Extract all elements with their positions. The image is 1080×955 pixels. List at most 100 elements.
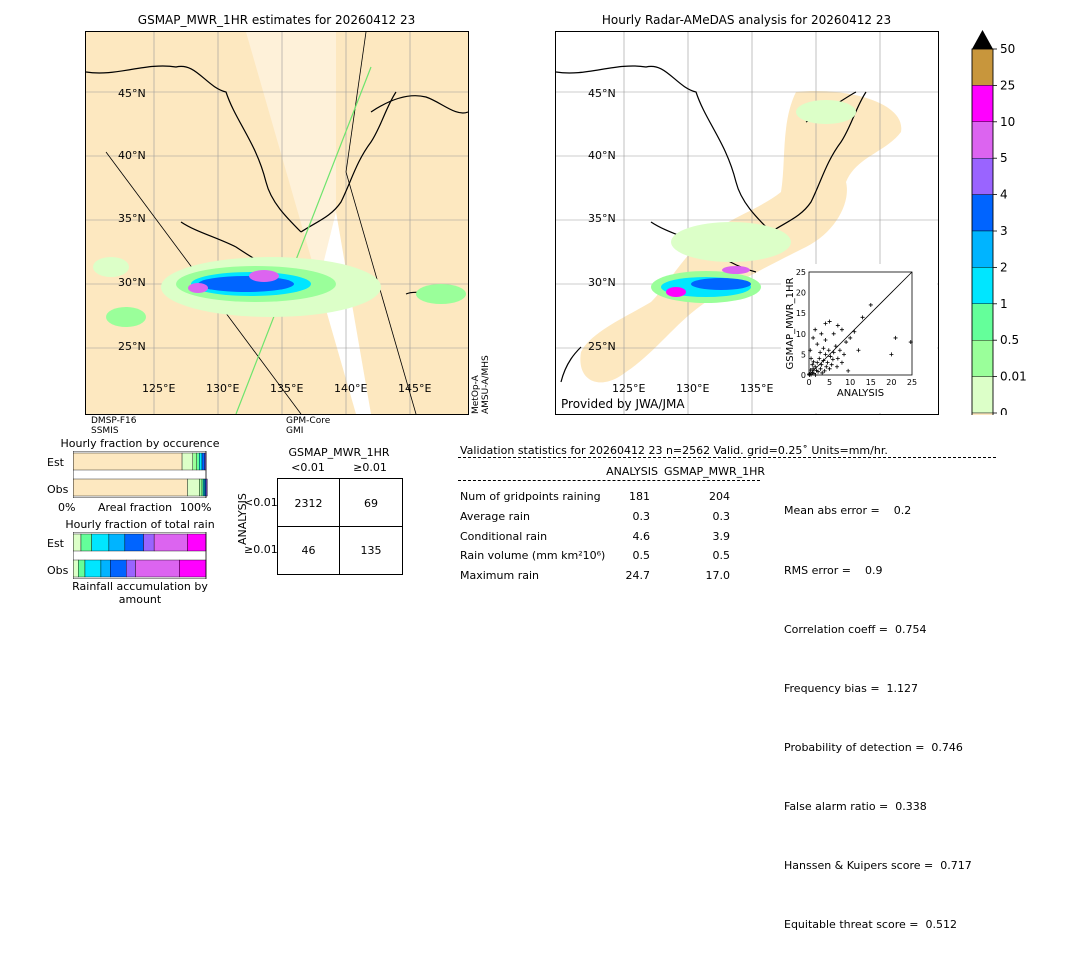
sensor-name: GMI	[286, 426, 304, 436]
lon-label: 145°E	[398, 382, 432, 395]
score-item: Hanssen & Kuipers score = 0.717	[784, 859, 972, 873]
bar-segment	[143, 533, 155, 552]
scatter-point	[856, 348, 861, 353]
lat-label: 30°N	[588, 276, 616, 289]
left-map-canvas	[86, 32, 468, 414]
scatter-point	[811, 366, 816, 371]
bar-frame	[73, 532, 207, 579]
row-header: <0.01	[244, 496, 278, 509]
x-axis-label: ANALYSIS	[837, 388, 884, 399]
score-item: RMS error = 0.9	[784, 563, 883, 577]
score-item: False alarm ratio = 0.338	[784, 799, 927, 813]
left-map: 45°N 40°N 35°N 30°N 25°N 125°E 130°E 135…	[85, 31, 469, 415]
bar-segment	[124, 533, 144, 552]
lon-label: 135°E	[270, 382, 304, 395]
scatter-point	[810, 362, 815, 367]
lat-label: 40°N	[118, 149, 146, 162]
x-tick-left: 0%	[58, 501, 76, 514]
stat-value-analysis: 0.3	[632, 510, 651, 523]
colorbar-label: 0.01	[1000, 370, 1027, 384]
validation-divider	[458, 457, 996, 458]
score-item: Frequency bias = 1.127	[784, 681, 919, 695]
sensor-note-mid: GPM-Core GMI	[286, 416, 330, 436]
total-rain-bars	[73, 532, 209, 579]
swath-edge-green	[235, 66, 372, 414]
stat-value-analysis: 0.5	[632, 549, 651, 562]
colorbar-label: 1	[1000, 297, 1008, 311]
right-map: 45°N 40°N 35°N 30°N 25°N 125°E 130°E 135…	[555, 31, 939, 415]
scatter-point	[811, 335, 816, 340]
colorbar-extend-arrow	[972, 30, 993, 49]
scatter-point	[839, 327, 844, 332]
scatter-point	[837, 348, 842, 353]
lat-label: 45°N	[118, 87, 146, 100]
lon-label: 125°E	[612, 382, 646, 395]
colorbar-segment	[971, 85, 994, 123]
scatter-point	[860, 315, 865, 320]
swath-area	[236, 32, 336, 414]
scatter-point	[842, 352, 847, 357]
scatter-point	[809, 356, 814, 361]
bar-segment	[110, 559, 127, 578]
stat-value-analysis: 24.7	[625, 569, 651, 582]
row-label-obs: Obs	[47, 564, 69, 577]
lat-label: 25°N	[118, 340, 146, 353]
bar-segment	[187, 478, 200, 497]
stat-label: Rain volume (mm km²10⁶)	[460, 549, 606, 562]
colorbar-label: 0	[1000, 406, 1008, 415]
table-cell: 69	[364, 497, 378, 510]
rain-area	[651, 100, 856, 303]
bar-segment	[73, 452, 183, 471]
y-tick-label: 5	[801, 350, 806, 359]
x-tick-label: 0	[806, 378, 811, 387]
swath-area	[336, 32, 468, 414]
lat-label: 40°N	[588, 149, 616, 162]
scatter-point	[823, 321, 828, 326]
row-label-obs: Obs	[47, 483, 69, 496]
bar-segment	[135, 559, 180, 578]
scatter-point	[808, 348, 813, 353]
rain-area	[93, 257, 466, 327]
sensor-note-right: MetOp-A AMSU-A/MHS	[471, 355, 491, 414]
score-item: Correlation coeff = 0.754	[784, 622, 927, 636]
scatter-point	[822, 368, 827, 373]
scatter-point	[889, 352, 894, 357]
scatter-point	[818, 366, 823, 371]
lat-label: 35°N	[588, 212, 616, 225]
bar-segment	[153, 533, 188, 552]
bar-segment	[126, 559, 136, 578]
scatter-point	[852, 329, 857, 334]
scatter-point	[815, 360, 820, 365]
colorbar-segment	[971, 303, 994, 341]
stat-label: Conditional rain	[460, 530, 548, 543]
scatter-point	[827, 366, 832, 371]
scatter-point	[815, 342, 820, 347]
lon-label: 130°E	[206, 382, 240, 395]
colorbar-segment	[971, 157, 994, 195]
scatter-point	[813, 373, 818, 377]
bar-segment	[201, 452, 205, 471]
x-tick-label: 25	[907, 378, 917, 387]
scatter-frame	[808, 271, 913, 376]
colorbar-segment	[971, 194, 994, 232]
stat-label: Average rain	[460, 510, 530, 523]
scatter-point	[835, 364, 840, 369]
col-header-analysis: ANALYSIS	[606, 465, 658, 478]
scatter-point	[831, 331, 836, 336]
row-header: ≥0.01	[244, 543, 278, 556]
colorbar-frame	[971, 48, 994, 415]
sensor-name: SSMIS	[91, 426, 119, 436]
sensor-note-left: DMSP-F16 SSMIS	[91, 416, 137, 436]
table-cell: 135	[360, 544, 382, 557]
lat-label: 45°N	[588, 87, 616, 100]
scatter-point	[813, 364, 818, 369]
stat-value-gsmap: 0.3	[712, 510, 731, 523]
colorbar-label: 10	[1000, 115, 1015, 129]
stat-label: Maximum rain	[460, 569, 539, 582]
scatter-point	[825, 360, 830, 365]
bar-segment	[80, 533, 92, 552]
stat-value-gsmap: 17.0	[705, 569, 731, 582]
y-tick-label: 20	[796, 289, 806, 298]
colorbar-segment	[971, 412, 994, 415]
scatter-point	[821, 346, 826, 351]
